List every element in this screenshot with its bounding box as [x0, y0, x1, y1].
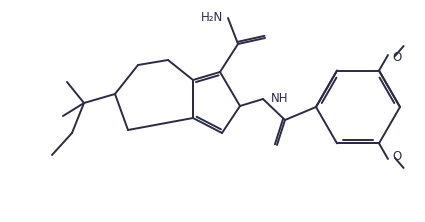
Text: NH: NH	[271, 91, 289, 105]
Text: O: O	[392, 51, 401, 63]
Text: O: O	[392, 151, 401, 163]
Text: H₂N: H₂N	[201, 10, 223, 24]
